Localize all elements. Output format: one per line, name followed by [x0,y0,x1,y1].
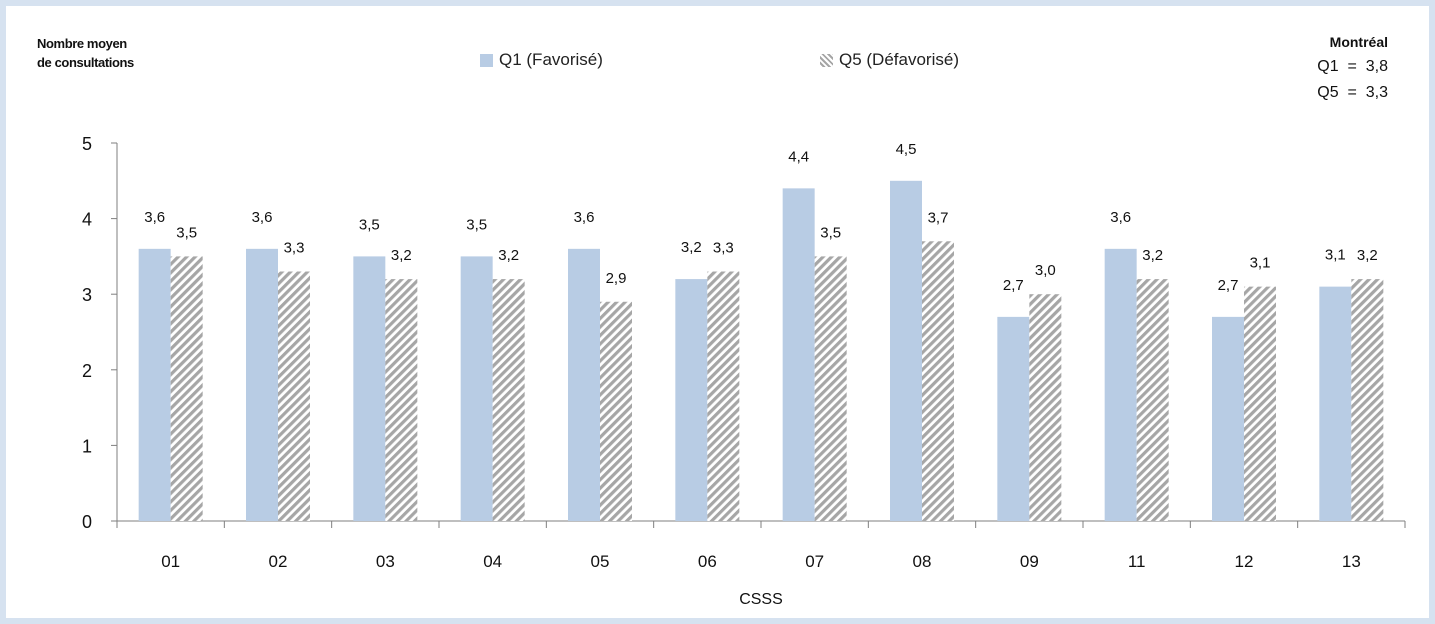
data-label-q5: 3,2 [498,247,519,264]
data-label-q1: 3,6 [252,209,273,226]
y-tick-label: 0 [82,512,92,532]
data-label-q1: 3,1 [1325,247,1346,264]
data-label-q1: 3,5 [466,216,487,233]
bar-q5 [278,271,310,521]
bar-q1 [997,316,1030,521]
x-tick-label: 12 [1235,552,1254,571]
data-label-q1: 4,4 [788,148,809,165]
data-label-q5: 3,3 [713,240,734,257]
data-label-q5: 3,2 [391,247,412,264]
bar-q1 [246,248,278,521]
data-label-q1: 3,6 [144,209,165,226]
y-tick-label: 2 [82,361,92,381]
bar-q1 [782,188,815,522]
y-tick-label: 3 [82,285,92,305]
data-label-q1: 3,5 [359,216,380,233]
data-label-q1: 3,6 [574,209,595,226]
legend-label-q1: Q1 (Favorisé) [499,50,603,69]
y-axis-title-line-1: Nombre moyen [37,36,127,51]
x-tick-label: 05 [591,552,610,571]
x-tick-label: 02 [269,552,288,571]
bar-q1 [353,256,386,521]
data-label-q1: 4,5 [896,141,917,158]
data-label-q5: 3,7 [928,209,949,226]
bar-q5 [922,241,954,521]
bar-q5 [1351,279,1384,521]
data-label-q5: 3,2 [1357,247,1378,264]
bar-q1 [675,279,708,521]
data-label-q1: 3,2 [681,239,702,256]
bar-q5 [492,279,525,521]
bar-q1 [890,180,922,522]
data-label-q5: 3,2 [1142,247,1163,264]
bar-q5 [814,256,847,521]
summary-q1: Q1 = 3,8 [1317,58,1388,75]
bar-q5 [600,301,632,521]
x-tick-label: 11 [1128,552,1146,571]
y-tick-label: 1 [82,436,92,456]
bar-q5 [1136,279,1169,521]
data-label-q1: 2,7 [1218,277,1239,294]
x-tick-label: 06 [698,552,717,571]
bar-q5 [1244,286,1276,521]
x-axis-title: CSSS [739,591,783,608]
data-label-q5: 3,5 [176,224,197,241]
y-axis-title: Nombre moyen de consultations [37,34,134,72]
data-label-q5: 3,5 [820,224,841,241]
bar-q5 [385,279,418,521]
bar-q1 [138,248,171,521]
bar-q1 [460,256,493,521]
legend-swatch-q1 [480,53,493,67]
data-label-q5: 3,3 [284,240,305,257]
x-tick-label: 04 [483,552,502,571]
data-label-q5: 3,1 [1250,255,1271,272]
bar-q1 [1212,316,1244,521]
legend-item-q1: Q1 (Favorisé) [480,50,603,70]
x-tick-label: 08 [913,552,932,571]
data-label-q1: 2,7 [1003,277,1024,294]
bar-q5 [1029,294,1062,521]
x-tick-label: 09 [1020,552,1039,571]
y-axis-title-line-2: de consultations [37,55,134,70]
y-tick-label: 4 [82,210,92,230]
bar-q1 [1319,286,1352,521]
legend-item-q5: Q5 (Défavorisé) [820,50,959,70]
data-label-q5: 3,0 [1035,262,1056,279]
data-label-q1: 3,6 [1110,209,1131,226]
bar-q1 [1104,248,1137,521]
x-tick-label: 07 [805,552,824,571]
x-tick-label: 03 [376,552,395,571]
data-label-q5: 2,9 [606,270,627,287]
summary-title: Montréal [1329,34,1388,50]
x-tick-label: 01 [161,552,180,571]
montreal-summary: Montréal Q1 = 3,8 Q5 = 3,3 [1317,34,1388,102]
y-tick-label: 5 [82,134,92,154]
bar-q5 [170,256,203,521]
bar-q1 [568,248,600,521]
legend-swatch-q5 [820,53,833,67]
x-tick-label: 13 [1342,552,1361,571]
legend-label-q5: Q5 (Défavorisé) [839,50,959,69]
bar-q5 [707,271,740,521]
summary-q5: Q5 = 3,3 [1317,84,1388,101]
